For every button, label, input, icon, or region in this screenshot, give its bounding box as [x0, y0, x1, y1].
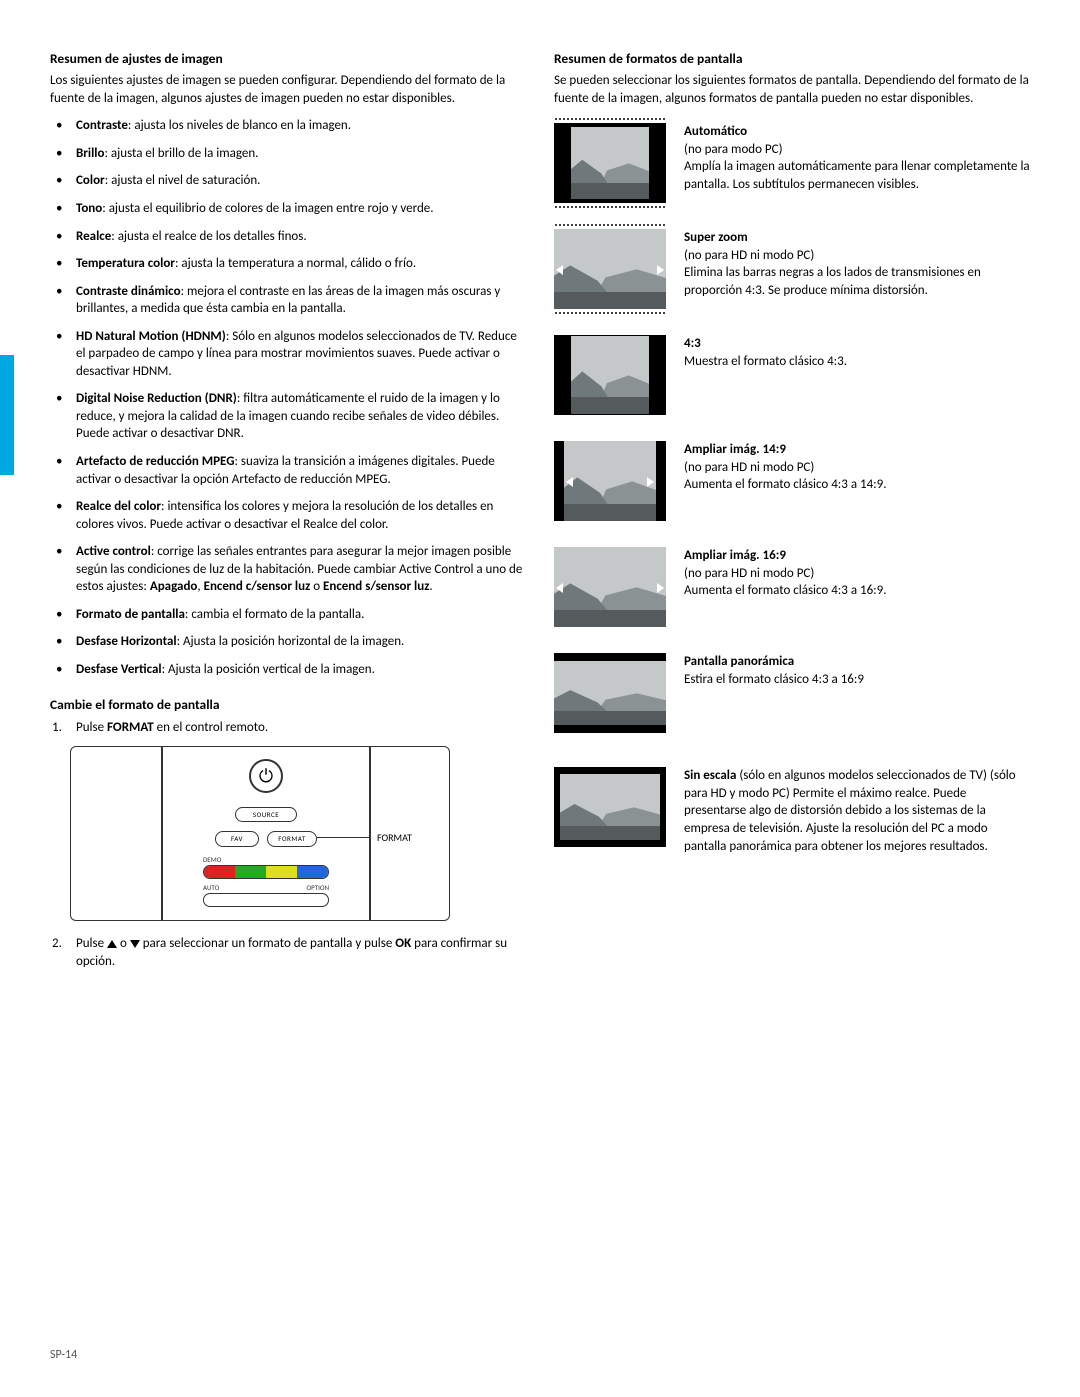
format-row: Sin escala (sólo en algunos modelos sele…: [554, 767, 1030, 855]
format-row: Ampliar imág. 16:9(no para HD ni modo PC…: [554, 547, 1030, 627]
s2c: para seleccionar un formato de pantalla …: [140, 936, 396, 951]
definition-item: Brillo: ajusta el brillo de la imagen.: [70, 145, 526, 163]
format-desc: Automático(no para modo PC)Amplía la ima…: [684, 123, 1030, 193]
color-buttons: [203, 865, 329, 879]
page: Resumen de ajustes de imagen Los siguien…: [0, 0, 1080, 1020]
intro-left: Los siguientes ajustes de imagen se pued…: [50, 72, 526, 107]
right-column: Resumen de formatos de pantalla Se puede…: [554, 50, 1030, 980]
heading-change-format: Cambie el formato de pantalla: [50, 696, 526, 714]
s2b: o: [117, 936, 130, 951]
s2a: Pulse: [76, 936, 107, 951]
callout-line: [317, 837, 371, 838]
steps-list: Pulse FORMAT en el control remoto.: [50, 719, 526, 737]
step1-a: Pulse: [76, 720, 107, 735]
format-button: FORMAT: [267, 831, 317, 847]
definition-item: Artefacto de reducción MPEG: suaviza la …: [70, 453, 526, 488]
page-tab: [0, 355, 14, 475]
format-desc: Ampliar imág. 14:9(no para HD ni modo PC…: [684, 441, 1030, 494]
step1-c: en el control remoto.: [154, 720, 268, 735]
option-label: OPTION: [306, 883, 329, 892]
bottom-pill: [203, 893, 329, 907]
definition-item: Desfase Horizontal: Ajusta la posición h…: [70, 633, 526, 651]
format-row: 4:3Muestra el formato clásico 4:3.: [554, 335, 1030, 415]
definition-item: Color: ajusta el nivel de saturación.: [70, 172, 526, 190]
format-desc: Sin escala (sólo en algunos modelos sele…: [684, 767, 1030, 855]
down-arrow-icon: [130, 940, 140, 948]
s2d: OK: [395, 936, 411, 951]
definition-item: Desfase Vertical: Ajusta la posición ver…: [70, 661, 526, 679]
format-row: Super zoom(no para HD ni modo PC)Elimina…: [554, 229, 1030, 309]
steps-list-2: Pulse o para seleccionar un formato de p…: [50, 935, 526, 970]
heading-image-settings: Resumen de ajustes de imagen: [50, 50, 526, 68]
definition-item: Digital Noise Reduction (DNR): filtra au…: [70, 390, 526, 443]
fav-button: FAV: [215, 831, 259, 847]
heading-formats: Resumen de formatos de pantalla: [554, 50, 1030, 68]
definition-item: Temperatura color: ajusta la temperatura…: [70, 255, 526, 273]
step-2: Pulse o para seleccionar un formato de p…: [70, 935, 526, 970]
format-row: Pantalla panorámicaEstira el formato clá…: [554, 653, 1030, 733]
definition-item: Realce: ajusta el realce de los detalles…: [70, 228, 526, 246]
up-arrow-icon: [107, 940, 117, 948]
format-desc: 4:3Muestra el formato clásico 4:3.: [684, 335, 1030, 370]
definition-item: Realce del color: intensifica los colore…: [70, 498, 526, 533]
intro-right: Se pueden seleccionar los siguientes for…: [554, 72, 1030, 107]
remote-body: ⏻ SOURCE FAV FORMAT DEMO AUTO OPTION: [161, 746, 371, 921]
power-icon: ⏻: [249, 759, 283, 793]
definition-item: Active control: corrige las señales entr…: [70, 543, 526, 596]
format-row: Ampliar imág. 14:9(no para HD ni modo PC…: [554, 441, 1030, 521]
remote-illustration: ⏻ SOURCE FAV FORMAT DEMO AUTO OPTION FOR…: [70, 746, 450, 921]
source-button: SOURCE: [235, 807, 297, 822]
formats-table: Automático(no para modo PC)Amplía la ima…: [554, 123, 1030, 855]
page-number: SP-14: [50, 1347, 77, 1363]
definition-item: Contraste dinámico: mejora el contraste …: [70, 283, 526, 318]
format-desc: Pantalla panorámicaEstira el formato clá…: [684, 653, 1030, 688]
step-1: Pulse FORMAT en el control remoto.: [70, 719, 526, 737]
demo-label: DEMO: [203, 855, 221, 864]
format-desc: Super zoom(no para HD ni modo PC)Elimina…: [684, 229, 1030, 299]
definition-item: HD Natural Motion (HDNM): Sólo en alguno…: [70, 328, 526, 381]
format-desc: Ampliar imág. 16:9(no para HD ni modo PC…: [684, 547, 1030, 600]
step1-b: FORMAT: [107, 720, 154, 735]
format-row: Automático(no para modo PC)Amplía la ima…: [554, 123, 1030, 203]
definition-item: Tono: ajusta el equilibrio de colores de…: [70, 200, 526, 218]
left-column: Resumen de ajustes de imagen Los siguien…: [50, 50, 526, 980]
callout-text: FORMAT: [377, 831, 412, 845]
definitions-list: Contraste: ajusta los niveles de blanco …: [50, 117, 526, 678]
definition-item: Contraste: ajusta los niveles de blanco …: [70, 117, 526, 135]
definition-item: Formato de pantalla: cambia el formato d…: [70, 606, 526, 624]
auto-label: AUTO: [203, 883, 219, 892]
